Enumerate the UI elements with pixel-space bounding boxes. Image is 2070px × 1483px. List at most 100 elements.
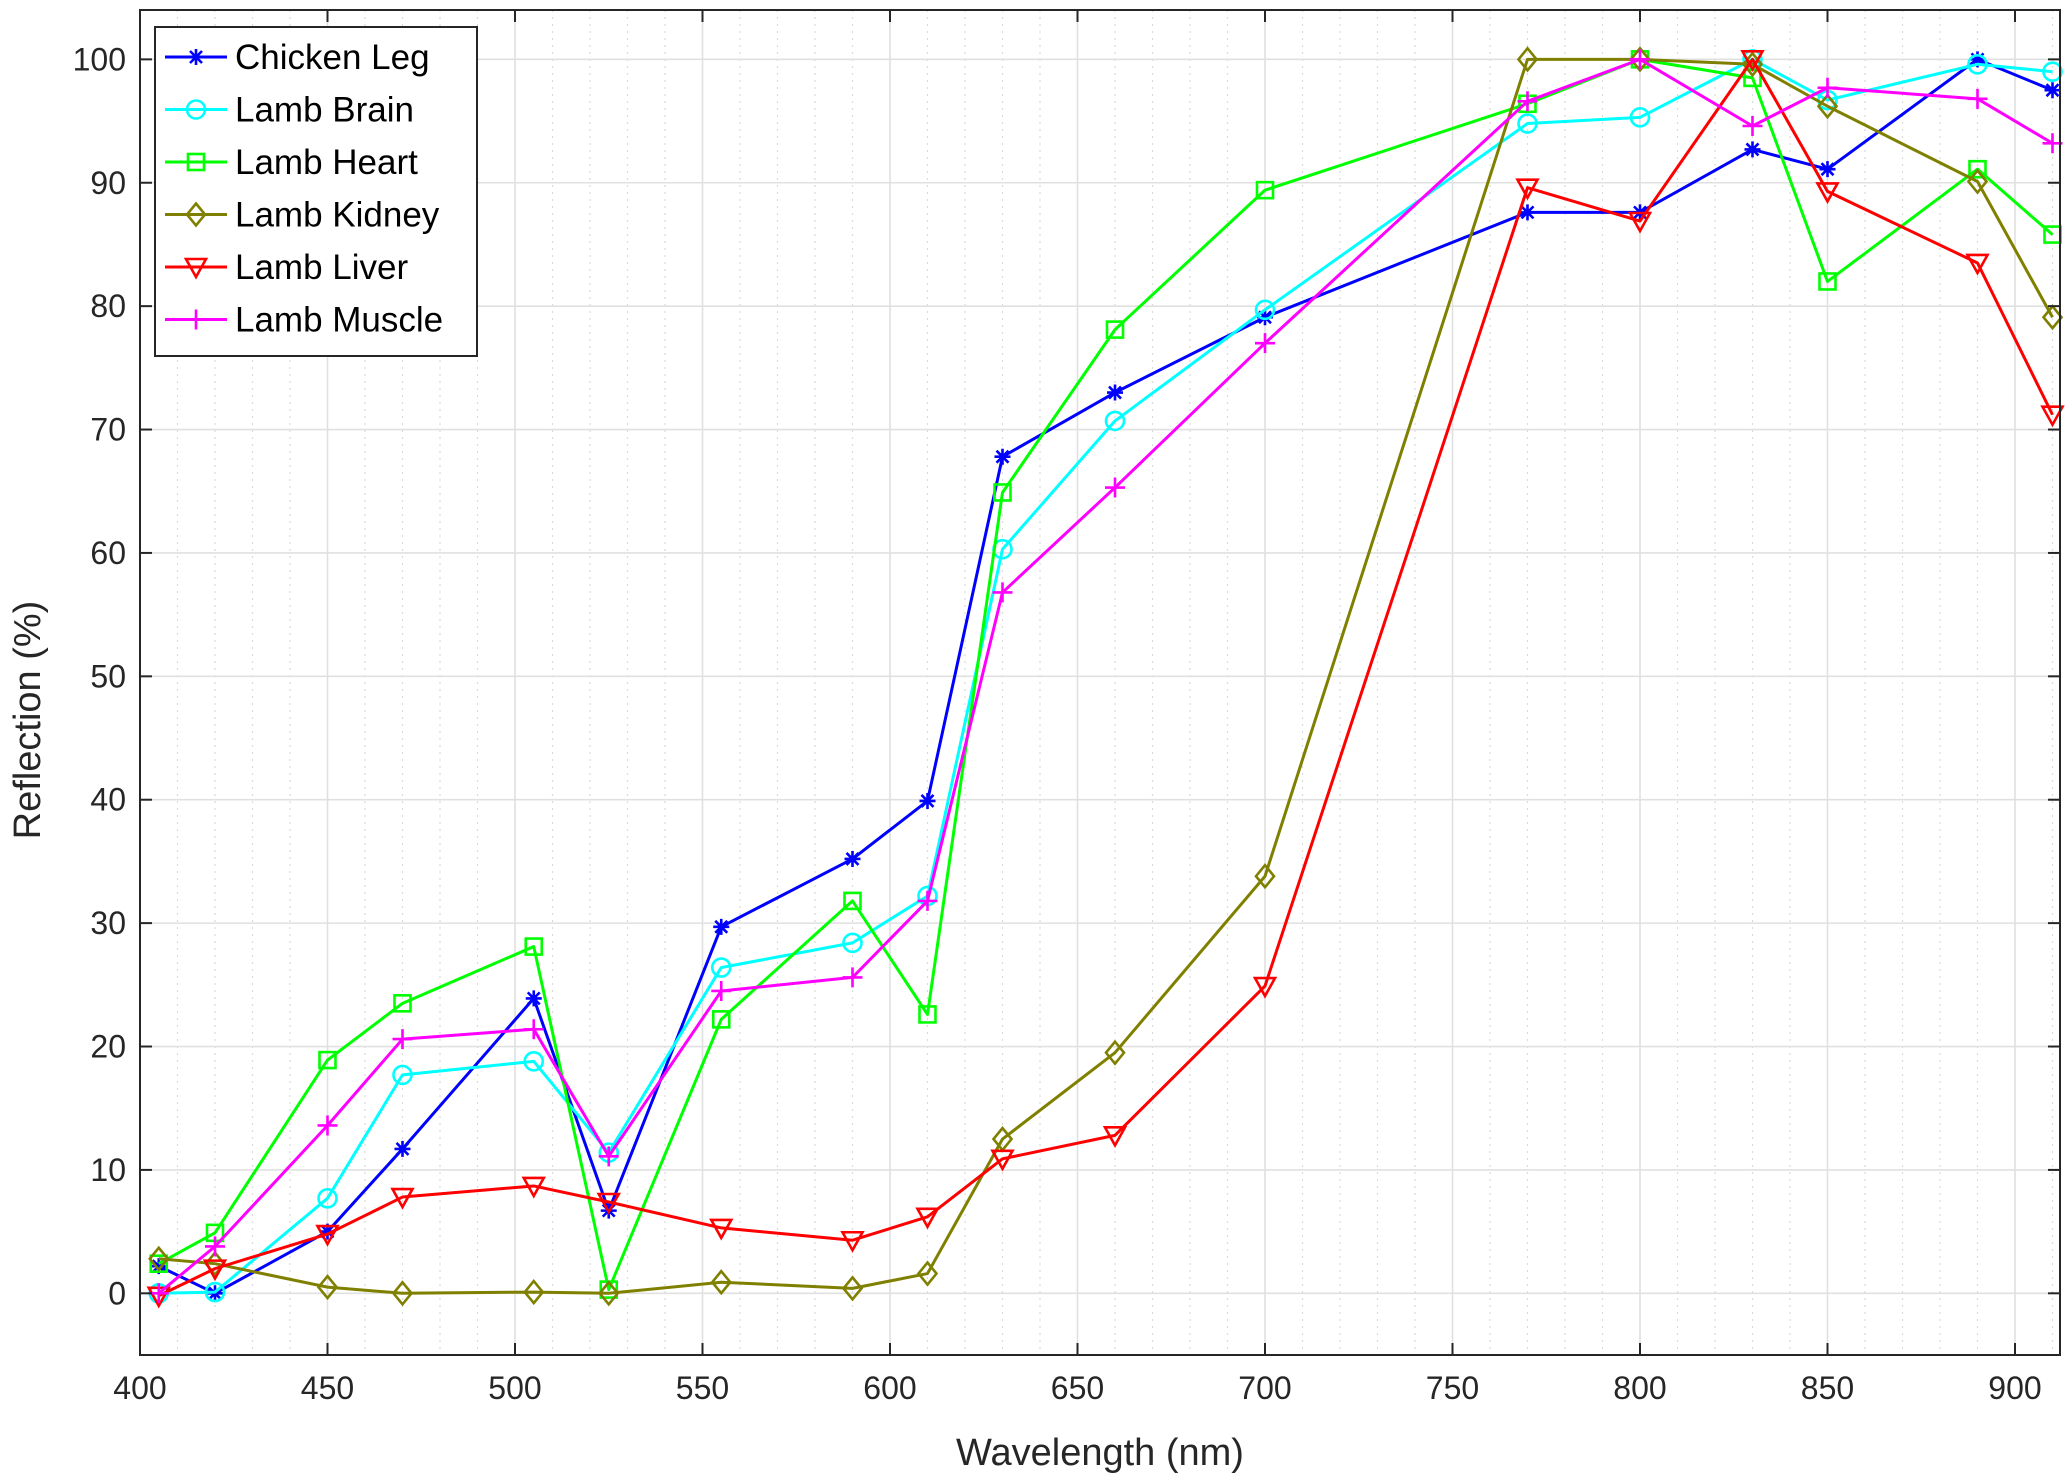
x-tick-label: 800	[1613, 1370, 1666, 1406]
data-point-lamb-liver	[1815, 182, 1840, 205]
axis-ticks	[139, 10, 2060, 1355]
legend-marker-lamb-liver	[183, 257, 209, 280]
data-point-lamb-kidney	[2041, 304, 2064, 331]
data-point-lamb-brain	[1104, 410, 1126, 432]
legend-marker-lamb-brain	[185, 99, 207, 120]
data-point-lamb-kidney	[316, 1274, 339, 1301]
data-point-chicken-leg	[1519, 204, 1536, 221]
legend-label-lamb-brain: Lamb Brain	[235, 91, 414, 130]
data-point-lamb-brain	[1254, 299, 1276, 321]
y-tick-label: 0	[108, 1275, 126, 1311]
series-layer	[146, 46, 2065, 1309]
data-point-lamb-heart	[1255, 180, 1275, 200]
legend-entry-lamb-liver: Lamb Liver	[165, 248, 408, 287]
x-tick-label: 650	[1051, 1370, 1104, 1406]
y-tick-label: 20	[90, 1029, 126, 1065]
data-point-lamb-muscle	[1967, 88, 1988, 109]
legend-label-lamb-heart: Lamb Heart	[235, 143, 418, 182]
legend-entry-lamb-kidney: Lamb Kidney	[165, 196, 440, 235]
legend-entry-lamb-heart: Lamb Heart	[165, 143, 418, 182]
data-point-chicken-leg	[150, 1258, 167, 1275]
data-point-lamb-heart	[711, 1010, 731, 1029]
data-point-chicken-leg	[713, 918, 730, 935]
data-point-lamb-kidney	[1966, 168, 1989, 195]
data-point-lamb-liver	[202, 1259, 228, 1282]
data-point-lamb-heart	[918, 1005, 937, 1024]
data-point-chicken-leg	[844, 850, 861, 867]
data-point-lamb-brain	[1629, 107, 1651, 128]
data-point-lamb-kidney	[391, 1280, 414, 1307]
y-tick-label: 100	[73, 41, 126, 77]
data-point-lamb-brain	[523, 1051, 545, 1072]
data-point-lamb-muscle	[842, 967, 863, 988]
legend-entry-lamb-brain: Lamb Brain	[165, 91, 414, 130]
data-point-chicken-leg	[1257, 309, 1273, 326]
data-point-lamb-kidney	[1629, 46, 1651, 73]
legend-entry-chicken-leg: Chicken Leg	[165, 38, 430, 77]
y-axis-label: Reflection (%)	[7, 601, 49, 840]
data-point-chicken-leg	[994, 448, 1011, 465]
data-point-lamb-muscle	[711, 980, 732, 1001]
legend-label-lamb-muscle: Lamb Muscle	[235, 301, 443, 340]
x-tick-label: 700	[1238, 1370, 1291, 1406]
legend: Chicken Leg Lamb Brain Lamb Heart Lamb Kidn…	[154, 26, 478, 357]
data-point-lamb-liver	[840, 1230, 865, 1253]
data-point-lamb-liver	[1965, 253, 1990, 276]
data-point-lamb-heart	[993, 483, 1012, 502]
data-point-lamb-muscle	[205, 1236, 225, 1257]
legend-marker-lamb-muscle	[186, 309, 206, 330]
data-point-chicken-leg	[1969, 51, 1986, 68]
data-point-lamb-liver	[1627, 211, 1653, 234]
x-axis-label: Wavelength (nm)	[956, 1432, 1244, 1474]
data-point-lamb-heart	[318, 1050, 337, 1070]
data-point-lamb-muscle	[148, 1283, 169, 1304]
series-line-lamb-brain	[158, 57, 2053, 1295]
series-line-chicken-leg	[158, 57, 2054, 1295]
data-point-chicken-leg	[319, 1223, 336, 1240]
data-point-lamb-heart	[393, 994, 412, 1013]
legend-label-lamb-liver: Lamb Liver	[235, 248, 408, 287]
data-point-lamb-brain	[1967, 53, 1988, 75]
data-point-chicken-leg	[1107, 384, 1123, 401]
data-point-lamb-muscle	[317, 1115, 338, 1136]
data-point-chicken-leg	[1819, 161, 1836, 178]
x-tick-label: 450	[301, 1370, 354, 1406]
data-point-chicken-leg	[394, 1140, 411, 1157]
series-lamb-muscle	[148, 49, 2063, 1304]
legend-label-lamb-kidney: Lamb Kidney	[235, 196, 440, 235]
data-point-lamb-kidney	[841, 1275, 864, 1302]
y-tick-label: 10	[90, 1152, 126, 1188]
data-point-lamb-liver	[390, 1187, 415, 1210]
data-point-lamb-liver	[1740, 50, 1765, 73]
data-point-lamb-kidney	[710, 1269, 732, 1296]
data-point-lamb-liver	[596, 1192, 621, 1215]
plot-frame	[139, 9, 2061, 1356]
legend-entry-lamb-muscle: Lamb Muscle	[165, 301, 443, 340]
data-point-lamb-muscle	[598, 1146, 619, 1167]
data-point-lamb-kidney	[523, 1279, 545, 1306]
data-point-chicken-leg	[919, 792, 936, 809]
data-point-lamb-muscle	[523, 1019, 544, 1040]
data-point-lamb-brain	[710, 957, 732, 978]
data-point-lamb-kidney	[1516, 46, 1539, 73]
data-point-lamb-liver	[1102, 1126, 1128, 1149]
series-line-lamb-kidney	[158, 57, 2054, 1295]
legend-marker-lamb-heart	[186, 152, 206, 172]
y-tick-label: 80	[90, 288, 126, 324]
data-point-lamb-muscle	[917, 890, 938, 911]
data-point-chicken-leg	[1744, 141, 1761, 158]
legend-marker-chicken-leg	[188, 49, 204, 65]
y-tick-label: 60	[90, 535, 126, 571]
y-tick-label: 30	[90, 905, 126, 941]
data-point-lamb-brain	[392, 1064, 413, 1086]
x-tick-label: 600	[863, 1370, 916, 1406]
y-tick-label: 90	[90, 165, 126, 201]
x-tick-label: 550	[676, 1370, 729, 1406]
data-point-lamb-muscle	[992, 582, 1013, 603]
data-point-lamb-kidney	[1254, 863, 1276, 890]
data-point-lamb-brain	[842, 932, 863, 954]
x-tick-labels: 400 450 500 550 600 650 700 750 800 850 900	[113, 1370, 2041, 1406]
data-point-lamb-liver	[315, 1224, 340, 1247]
data-point-chicken-leg	[2044, 82, 2061, 99]
